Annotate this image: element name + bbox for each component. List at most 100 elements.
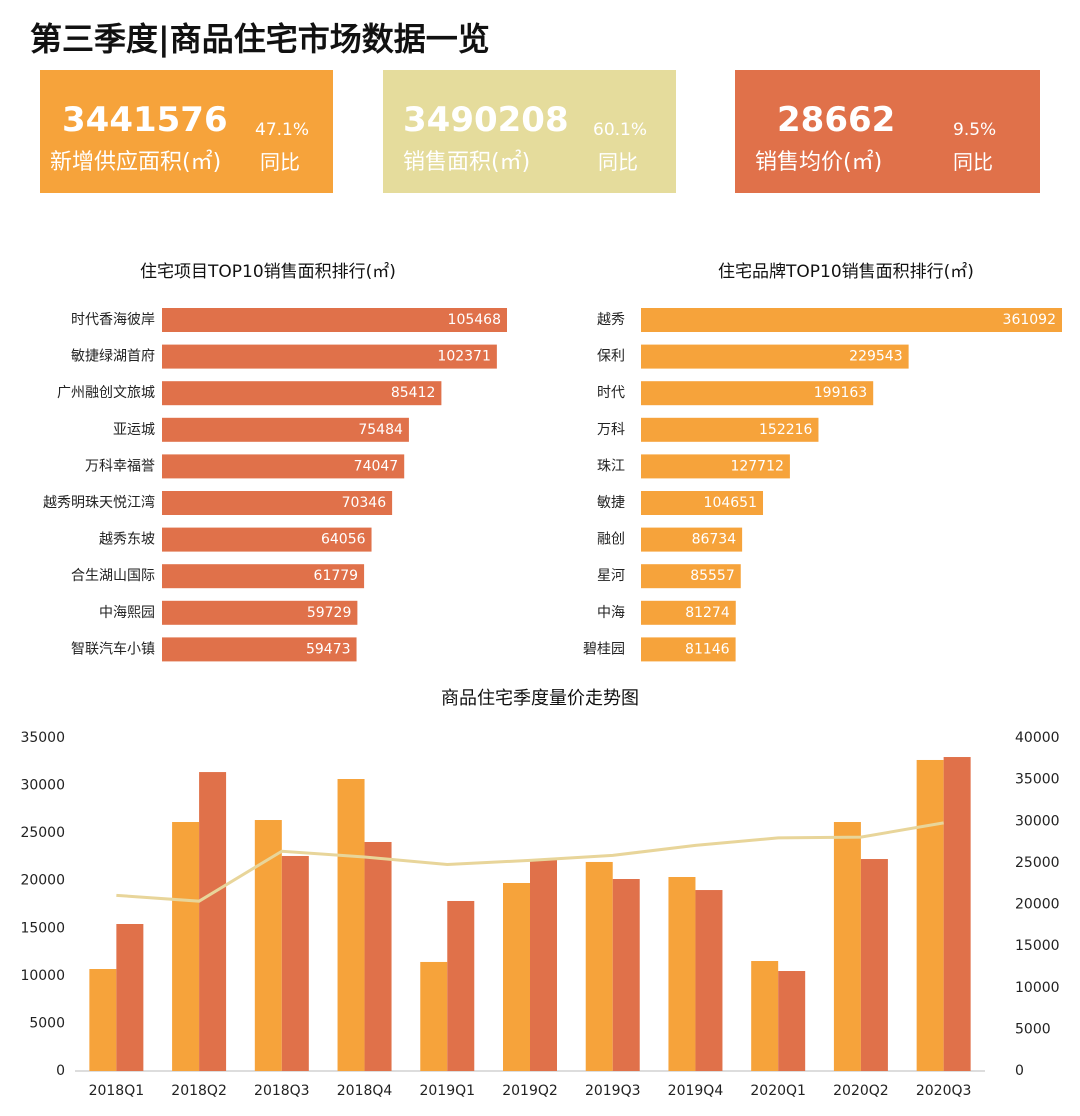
- category-label: 智联汽车小镇: [71, 640, 155, 657]
- bar: [833, 822, 861, 1071]
- bar: [447, 900, 475, 1071]
- value-label: 59473: [306, 641, 351, 657]
- bar: [89, 969, 117, 1071]
- value-label: 64056: [321, 532, 366, 548]
- category-label: 万科: [597, 422, 625, 438]
- bar: [162, 527, 372, 552]
- category-label: 越秀: [597, 312, 625, 328]
- value-label: 85412: [391, 385, 436, 401]
- bar: [612, 879, 640, 1071]
- y-tick-label: 30000: [20, 778, 65, 794]
- bar: [668, 877, 696, 1071]
- category-label: 亚运城: [113, 422, 155, 438]
- value-label: 152216: [759, 422, 813, 438]
- bar: [641, 527, 743, 552]
- y-tick-label: 20000: [20, 873, 65, 889]
- bar: [162, 637, 357, 662]
- bar: [641, 308, 1062, 332]
- bar: [199, 772, 227, 1071]
- kpi-yoy: 47.1%: [255, 120, 310, 140]
- value-label: 361092: [1003, 312, 1056, 328]
- bar: [778, 971, 806, 1071]
- bar: [116, 924, 144, 1071]
- bar: [695, 890, 723, 1071]
- category-label: 中海熙园: [99, 605, 155, 621]
- category-label: 融创: [597, 532, 625, 548]
- x-tick-label: 2018Q4: [337, 1083, 393, 1099]
- y-tick-label: 5000: [29, 1015, 65, 1031]
- kpi-yoy: 9.5%: [953, 120, 997, 140]
- value-label: 85557: [690, 568, 735, 584]
- y-tick-label: 25000: [20, 825, 65, 841]
- category-label: 越秀明珠天悦江湾: [43, 494, 155, 511]
- bar: [641, 564, 741, 589]
- bar: [162, 381, 442, 406]
- y2-tick-label: 35000: [1015, 772, 1060, 788]
- bar: [530, 859, 557, 1071]
- y-tick-label: 15000: [20, 920, 65, 936]
- value-label: 81274: [685, 605, 730, 621]
- value-label: 86734: [692, 532, 737, 548]
- x-tick-label: 2018Q1: [89, 1083, 145, 1099]
- bar: [585, 861, 613, 1071]
- value-label: 127712: [730, 458, 783, 474]
- kpi-card: 3490208 销售面积(㎡) 60.1% 同比: [383, 70, 676, 193]
- kpi-value: 3490208: [403, 100, 569, 140]
- chart-title: 住宅品牌TOP10销售面积排行(㎡): [718, 262, 974, 282]
- x-tick-label: 2018Q3: [254, 1083, 310, 1099]
- category-label: 珠江: [597, 458, 625, 474]
- y2-tick-label: 0: [1015, 1063, 1024, 1079]
- kpi-yoy: 60.1%: [593, 120, 648, 140]
- kpi-value: 3441576: [62, 100, 228, 140]
- y2-tick-label: 15000: [1015, 938, 1060, 954]
- kpi-yoy-label: 同比: [598, 150, 638, 174]
- bar: [916, 759, 944, 1071]
- y-tick-label: 0: [56, 1063, 65, 1079]
- kpi-yoy-label: 同比: [953, 150, 993, 174]
- kpi-label: 销售面积(㎡): [403, 150, 531, 175]
- category-label: 保利: [597, 349, 625, 365]
- value-label: 229543: [849, 349, 902, 365]
- kpi-label: 销售均价(㎡): [755, 150, 883, 175]
- bar: [281, 855, 309, 1071]
- y2-tick-label: 20000: [1015, 897, 1060, 913]
- bar: [641, 344, 909, 369]
- bar: [641, 491, 764, 515]
- bar: [641, 417, 819, 442]
- page-title: 第三季度|商品住宅市场数据一览: [30, 20, 490, 58]
- category-label: 敏捷绿湖首府: [71, 349, 155, 365]
- category-label: 万科幸福誉: [85, 458, 155, 474]
- category-label: 时代: [597, 385, 625, 401]
- category-label: 广州融创文旅城: [57, 385, 155, 401]
- value-label: 102371: [437, 349, 490, 365]
- bar: [641, 454, 790, 479]
- y-tick-label: 35000: [20, 730, 65, 746]
- bar: [420, 961, 448, 1071]
- category-label: 碧桂园: [583, 641, 625, 657]
- kpi-card: 3441576 新增供应面积(㎡) 47.1% 同比: [40, 70, 333, 193]
- bar: [254, 820, 282, 1071]
- bar: [172, 822, 200, 1071]
- bar: [751, 961, 779, 1071]
- category-label: 越秀东坡: [99, 532, 155, 548]
- y2-tick-label: 40000: [1015, 730, 1060, 746]
- x-tick-label: 2020Q2: [833, 1083, 889, 1099]
- bar: [162, 491, 393, 515]
- value-label: 105468: [448, 312, 501, 328]
- chart-title: 商品住宅季度量价走势图: [441, 688, 639, 709]
- chart-title: 住宅项目TOP10销售面积排行(㎡): [140, 262, 396, 282]
- x-tick-label: 2019Q3: [585, 1083, 641, 1099]
- category-label: 中海: [597, 605, 625, 621]
- category-label: 合生湖山国际: [71, 568, 155, 584]
- bar: [162, 564, 365, 589]
- kpi-label: 新增供应面积(㎡): [50, 150, 222, 175]
- bar: [641, 600, 736, 625]
- x-tick-label: 2019Q4: [668, 1083, 724, 1099]
- y2-tick-label: 5000: [1015, 1021, 1051, 1037]
- bar: [641, 381, 874, 406]
- value-label: 74047: [354, 458, 399, 474]
- bar: [943, 757, 971, 1071]
- y2-tick-label: 10000: [1015, 980, 1060, 996]
